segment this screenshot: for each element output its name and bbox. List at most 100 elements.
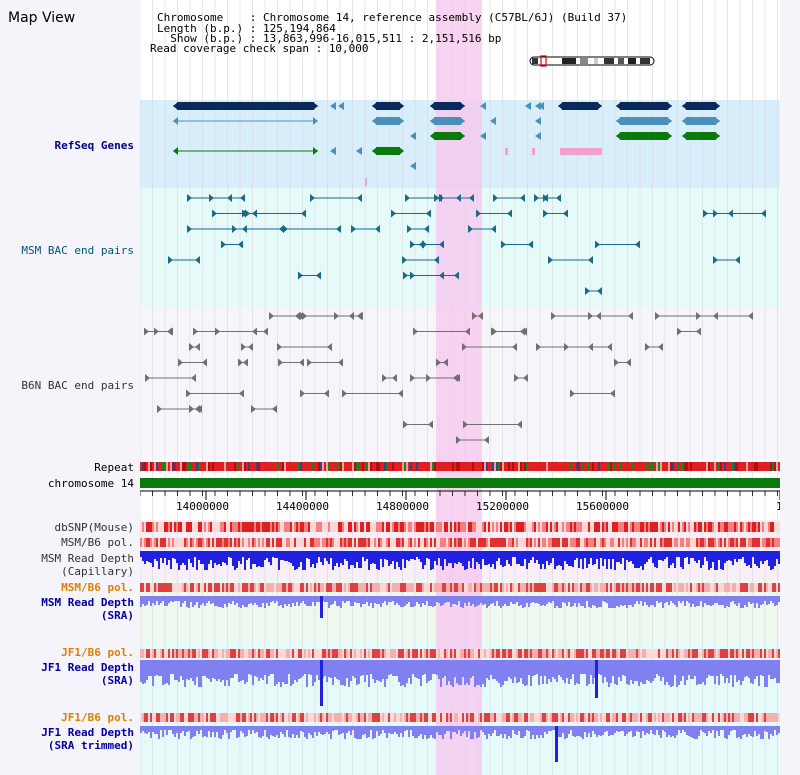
repeat-block [772,462,774,471]
right-scroll-strip[interactable] [780,0,800,775]
depth-bar [668,660,670,685]
heat-cell [692,649,694,658]
repeat-block [674,462,676,471]
bac-end-right [398,389,403,398]
track-label-b6n-bac[interactable]: B6N BAC end pairs [21,379,134,392]
msm-b6-pol-track-1[interactable] [140,538,780,547]
heat-cell [500,522,502,532]
jf1-b6-pol-track-1[interactable] [140,649,780,658]
b6n-bac-end-pairs-track[interactable] [144,312,753,444]
depth-bar [532,596,534,602]
heat-cell [644,538,646,547]
depth-bar [182,551,184,563]
heat-cell [608,583,610,592]
depth-bar [330,660,332,678]
heat-cell [378,713,380,722]
heat-cell [184,538,186,547]
depth-bar [742,551,744,557]
heat-cell [288,713,290,722]
chromosome-ideogram[interactable] [528,52,656,67]
depth-bar [214,726,216,737]
track-label-msm-depth-sra-1[interactable]: MSM Read Depth [41,596,134,609]
heat-cell [624,649,626,658]
track-label-jf1-b6-pol-1[interactable]: JF1/B6 pol. [61,646,134,659]
heat-cell [182,538,184,547]
depth-bar [472,596,474,604]
depth-bar [316,726,318,736]
track-label-dbsnp[interactable]: dbSNP(Mouse) [54,521,134,534]
depth-bar [204,660,206,676]
track-label-msm-bac[interactable]: MSM BAC end pairs [21,244,134,257]
heat-cell [722,649,724,658]
heat-cell [700,713,702,722]
repeat-track[interactable] [140,462,780,471]
track-label-chromosome[interactable]: chromosome 14 [47,477,134,490]
msm-b6-pol-track-2[interactable] [140,583,780,592]
depth-bar [664,660,666,685]
jf1-read-depth-trimmed-track[interactable] [140,726,780,762]
track-label-msm-depth-capillary-1[interactable]: MSM Read Depth [41,552,134,565]
track-label-jf1-depth-trimmed-1[interactable]: JF1 Read Depth [41,726,134,739]
axis-tick-label: 14000000 [176,500,229,513]
bac-end-right [272,405,277,413]
depth-bar [778,551,780,564]
depth-bar [424,726,426,735]
jf1-b6-pol-track-2[interactable] [140,713,780,722]
heat-cell [326,649,328,658]
track-label-msm-b6-pol-2[interactable]: MSM/B6 pol. [61,581,134,594]
heat-cell [504,713,506,722]
heat-cell [732,583,734,592]
msm-bac-end-pairs-track[interactable] [168,194,766,295]
depth-bar [462,551,464,566]
track-label-msm-b6-pol-1[interactable]: MSM/B6 pol. [61,536,134,549]
msm-read-depth-sra-track[interactable] [140,596,780,618]
heat-cell [268,583,270,592]
genome-viewer[interactable]: 14000000 14400000 14800000 15200000 15600000… [139,0,800,775]
depth-bar [268,596,270,606]
track-label-refseq-genes[interactable]: RefSeq Genes [54,139,134,152]
depth-bar [638,660,640,686]
dbsnp-track[interactable] [140,522,780,532]
depth-bar [372,596,374,608]
heat-cell [158,583,160,592]
heat-cell [306,522,308,532]
depth-bar [392,596,394,601]
track-label-jf1-b6-pol-2[interactable]: JF1/B6 pol. [61,711,134,724]
heat-cell [462,583,464,592]
heat-cell [402,713,404,722]
genome-viewer-canvas[interactable]: 14000000 14400000 14800000 15200000 15600000… [139,0,800,775]
heat-cell [526,713,528,722]
heat-cell [244,522,246,532]
depth-bar [474,660,476,687]
bac-end-left [463,420,468,429]
heat-cell [710,649,712,658]
heat-cell [270,649,272,658]
bac-end-left [187,194,192,202]
depth-bar [238,726,240,737]
track-label-repeat[interactable]: Repeat [94,461,134,474]
heat-cell [648,522,650,532]
heat-cell [220,522,222,532]
repeat-block [432,462,434,471]
repeat-block [144,462,146,471]
heat-cell [200,713,202,722]
msm-read-depth-capillary-track[interactable] [140,551,780,570]
heat-cell [220,583,222,592]
heat-cell [450,649,452,658]
heat-cell [702,583,704,592]
depth-bar [662,726,664,730]
gene-arrow-right [399,147,404,155]
bac-end-left [548,256,553,264]
depth-bar [568,596,570,602]
heat-cell [276,522,278,532]
heat-cell [468,522,470,532]
bac-end-left [298,271,303,280]
refseq-genes-track[interactable] [173,102,720,186]
depth-bar [616,596,618,606]
track-label-jf1-depth-sra-1[interactable]: JF1 Read Depth [41,661,134,674]
bac-end-left [543,194,548,202]
jf1-read-depth-sra-track[interactable] [140,660,780,706]
repeat-block [654,462,656,471]
depth-bar [344,596,346,603]
heat-cell [370,538,372,547]
